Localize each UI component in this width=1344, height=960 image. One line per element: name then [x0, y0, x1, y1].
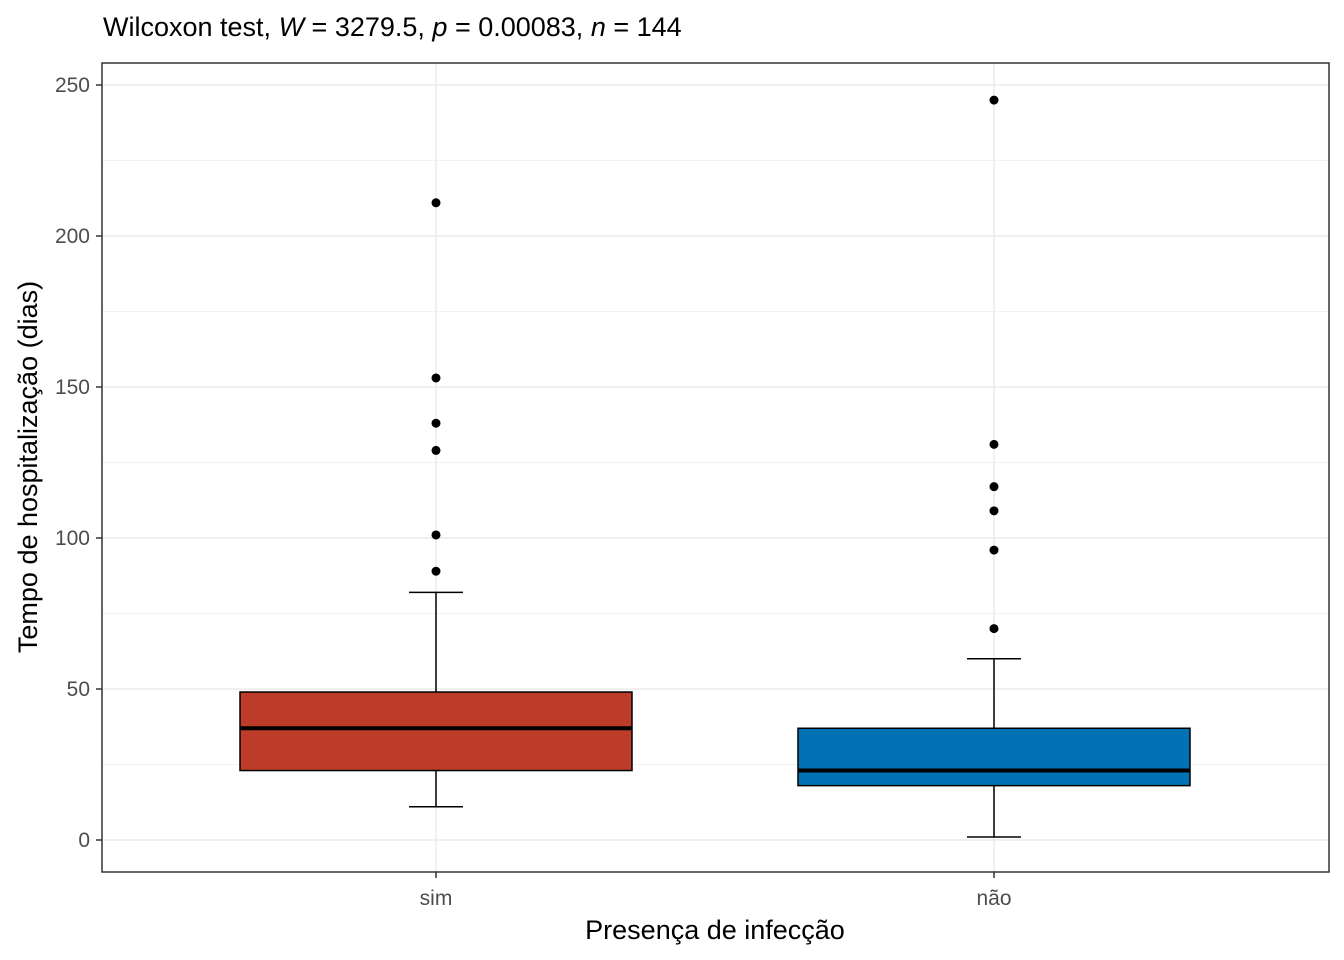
chart-title: Wilcoxon test, W = 3279.5, p = 0.00083, …	[103, 12, 682, 42]
box-iqr	[797, 727, 1191, 787]
box-0	[239, 198, 633, 808]
x-tick-label: não	[976, 887, 1011, 910]
outlier-point	[989, 95, 999, 105]
x-axis-title: Presença de infecção	[585, 915, 845, 945]
y-tick-label: 100	[55, 527, 90, 550]
outlier-point	[431, 566, 441, 576]
outlier-point	[431, 373, 441, 383]
x-tick-label: sim	[420, 887, 453, 910]
panel-border	[101, 62, 1330, 873]
outlier-point	[431, 418, 441, 428]
outlier-point	[431, 198, 441, 208]
outlier-point	[989, 482, 999, 492]
outlier-point	[431, 445, 441, 455]
y-tick-label: 50	[67, 678, 90, 701]
y-tick-label: 250	[55, 74, 90, 97]
outlier-point	[989, 506, 999, 516]
box-1	[797, 95, 1191, 838]
y-tick-label: 200	[55, 225, 90, 248]
y-axis-title: Tempo de hospitalização (dias)	[13, 281, 43, 653]
plot-marks	[239, 95, 1191, 838]
outlier-point	[989, 624, 999, 634]
outlier-point	[431, 530, 441, 540]
axes: 0 50 100 150 200 250 sim não	[55, 74, 1012, 910]
outlier-point	[989, 439, 999, 449]
y-tick-label: 0	[78, 829, 90, 852]
outlier-point	[989, 545, 999, 555]
y-tick-label: 150	[55, 376, 90, 399]
box-iqr	[239, 691, 633, 772]
